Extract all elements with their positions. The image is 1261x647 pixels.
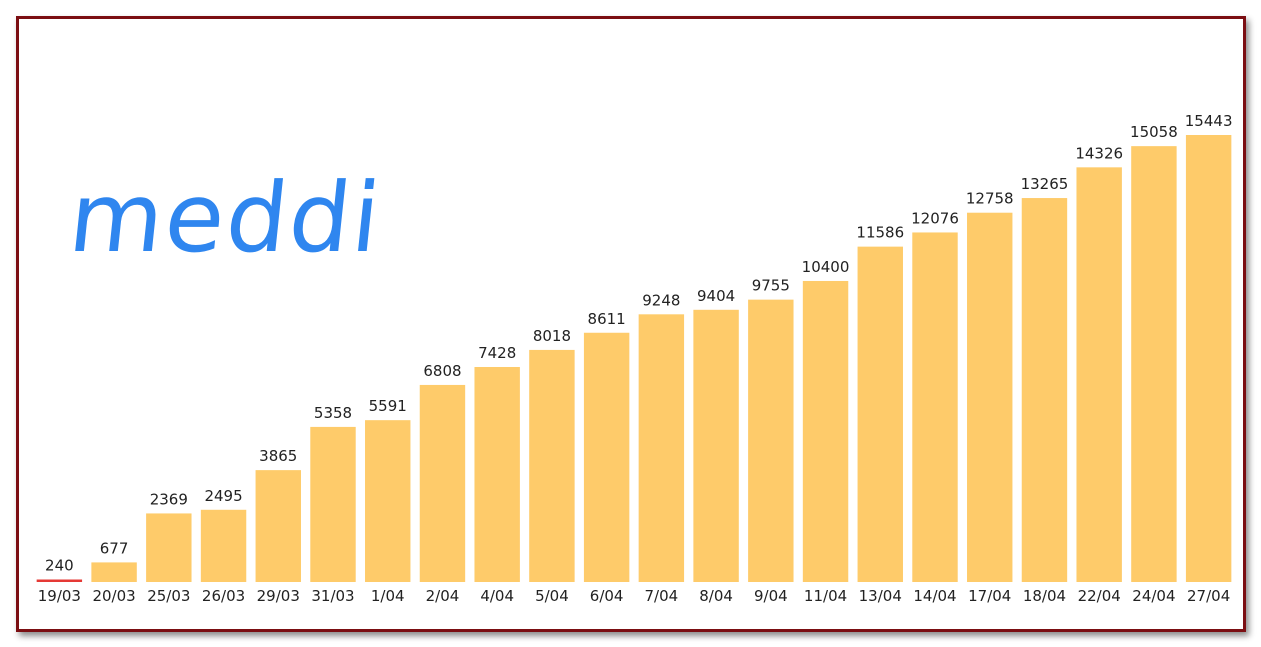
value-label: 14326 xyxy=(1075,144,1123,162)
value-label: 8018 xyxy=(533,327,571,345)
bar-8/04 xyxy=(693,309,739,582)
category-label: 8/04 xyxy=(699,587,733,605)
category-label: 5/04 xyxy=(535,587,569,605)
bar-22/04 xyxy=(1076,167,1122,583)
value-label: 2495 xyxy=(204,487,242,505)
category-label: 19/03 xyxy=(38,587,81,605)
category-label: 31/03 xyxy=(311,587,354,605)
bar-27/04 xyxy=(1185,135,1232,582)
value-label: 9755 xyxy=(752,277,790,295)
category-label: 24/04 xyxy=(1132,587,1175,605)
category-label: 14/04 xyxy=(913,587,956,605)
category-label: 25/03 xyxy=(147,587,190,605)
category-label: 7/04 xyxy=(645,587,679,605)
value-label: 10400 xyxy=(802,258,850,276)
value-label: 12758 xyxy=(966,190,1014,208)
bar-9/04 xyxy=(748,299,794,582)
bar-17/04 xyxy=(967,212,1013,582)
bar-6/04 xyxy=(583,332,630,582)
bar-18/04 xyxy=(1021,198,1068,582)
category-label: 17/04 xyxy=(968,587,1011,605)
category-label: 9/04 xyxy=(754,587,788,605)
value-label: 240 xyxy=(45,557,74,575)
category-label: 26/03 xyxy=(202,587,245,605)
bar-19/03 xyxy=(36,579,83,582)
bar-26/03 xyxy=(200,509,247,582)
value-label: 5591 xyxy=(369,397,407,415)
category-label: 2/04 xyxy=(426,587,460,605)
category-label: 20/03 xyxy=(92,587,135,605)
category-label: 22/04 xyxy=(1078,587,1121,605)
bar-4/04 xyxy=(474,366,520,582)
bar-5/04 xyxy=(529,349,575,582)
category-label: 11/04 xyxy=(804,587,847,605)
value-label: 9248 xyxy=(642,291,680,309)
bar-14/04 xyxy=(912,232,958,583)
category-label: 4/04 xyxy=(480,587,514,605)
bar-25/03 xyxy=(146,513,192,582)
category-label: 27/04 xyxy=(1187,587,1230,605)
value-label: 5358 xyxy=(314,404,352,422)
bar-1/04 xyxy=(365,420,411,582)
value-label: 13265 xyxy=(1021,175,1069,193)
bar-7/04 xyxy=(638,314,685,582)
value-label: 15058 xyxy=(1130,123,1178,141)
value-label: 8611 xyxy=(588,310,626,328)
value-label: 2369 xyxy=(150,490,188,508)
value-label: 6808 xyxy=(423,362,461,380)
category-label: 29/03 xyxy=(257,587,300,605)
value-label: 9404 xyxy=(697,287,735,305)
value-label: 15443 xyxy=(1185,112,1233,130)
category-label: 1/04 xyxy=(371,587,405,605)
bar-11/04 xyxy=(802,280,849,582)
bar-31/03 xyxy=(310,426,356,582)
value-label: 12076 xyxy=(911,209,959,227)
bar-20/03 xyxy=(91,562,137,582)
value-label: 3865 xyxy=(259,447,297,465)
category-label: 6/04 xyxy=(590,587,624,605)
bar-29/03 xyxy=(255,470,301,582)
value-label: 11586 xyxy=(856,224,904,242)
bar-24/04 xyxy=(1131,146,1177,582)
value-label: 7428 xyxy=(478,344,516,362)
category-label: 13/04 xyxy=(859,587,902,605)
category-label: 18/04 xyxy=(1023,587,1066,605)
value-label: 677 xyxy=(100,539,129,557)
bar-13/04 xyxy=(857,246,903,582)
bar-2/04 xyxy=(419,384,466,582)
